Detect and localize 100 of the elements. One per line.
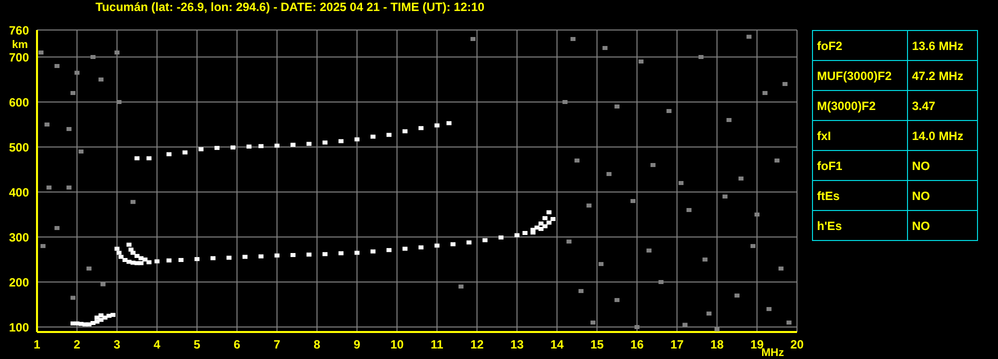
point [166, 152, 172, 156]
point [194, 257, 200, 262]
point [370, 249, 376, 254]
x-tick-label: 17 [670, 338, 684, 352]
point [602, 46, 608, 50]
point [70, 91, 76, 96]
x-tick-label: 7 [274, 338, 281, 352]
x-tick-label: 5 [194, 338, 201, 352]
point [130, 200, 136, 204]
text: MUF(3000)F2 [812, 60, 908, 90]
point [578, 289, 584, 294]
point [210, 256, 216, 260]
y-tick-label: 760 [8, 23, 30, 38]
point [370, 134, 376, 139]
point [246, 144, 252, 149]
point [542, 224, 548, 228]
point [166, 258, 172, 262]
point [90, 55, 96, 60]
point [482, 238, 488, 242]
point [606, 172, 612, 176]
point [354, 137, 360, 142]
point [78, 150, 84, 154]
point [44, 122, 50, 127]
text: NO [908, 210, 978, 240]
point [638, 60, 644, 64]
point [38, 50, 44, 55]
point [514, 233, 520, 238]
y-tick-label: 400 [8, 185, 30, 200]
point [40, 244, 46, 248]
point [542, 216, 548, 220]
x-tick-label: 6 [234, 338, 241, 352]
point [290, 142, 296, 147]
point [386, 132, 392, 137]
point [114, 246, 120, 251]
point [66, 186, 72, 190]
point [762, 91, 768, 96]
x-tick-label: 14 [550, 338, 564, 352]
x-tick-label: 4 [154, 338, 161, 352]
point [128, 248, 134, 252]
point [522, 230, 528, 235]
point [550, 217, 556, 222]
point [646, 248, 652, 253]
point [118, 254, 124, 259]
point [706, 312, 712, 316]
point [686, 208, 692, 212]
x-tick-label: 16 [630, 338, 644, 352]
y-tick-label: 300 [8, 230, 30, 244]
point [322, 252, 328, 256]
point [658, 280, 664, 284]
point [402, 129, 408, 134]
point [782, 82, 788, 86]
x-tick-label: 13 [510, 338, 524, 352]
point [198, 147, 204, 152]
x-tick-label: 3 [114, 338, 121, 352]
text: NO [908, 180, 978, 210]
point [54, 226, 60, 230]
point [714, 327, 720, 332]
point [46, 186, 52, 190]
point [274, 253, 280, 258]
point [116, 250, 122, 255]
y-tick-label: 200 [8, 275, 30, 290]
x-tick-label: 15 [590, 338, 604, 352]
point [678, 181, 684, 186]
point [418, 245, 424, 250]
point [722, 194, 728, 199]
point [726, 118, 732, 122]
point [682, 322, 688, 327]
point [138, 261, 144, 266]
point [778, 266, 784, 271]
point [750, 244, 756, 248]
point [274, 144, 280, 148]
text: M(3000)F2 [812, 90, 908, 120]
x-tick-label: 18 [710, 338, 724, 352]
point [258, 144, 264, 148]
point [386, 248, 392, 252]
point [630, 199, 636, 204]
text: 13.6 MHz [908, 30, 978, 60]
point [434, 123, 440, 128]
point [734, 294, 740, 298]
point [766, 307, 772, 312]
chart-title: Tucumán (lat: -26.9, lon: 294.6) - DATE: 2025 04 21 - TIME (UT): 12:10 [94, 0, 486, 14]
y-axis-title: km [12, 39, 28, 51]
point [66, 127, 72, 132]
point [434, 244, 440, 248]
y-tick-label: 500 [8, 140, 30, 154]
point [110, 312, 116, 317]
point [130, 250, 136, 255]
point [458, 284, 464, 289]
point [418, 126, 424, 130]
point [590, 320, 596, 325]
point [598, 262, 604, 266]
text: 14.0 MHz [908, 120, 978, 150]
point [746, 34, 752, 39]
text: ftEs [812, 180, 908, 210]
point [134, 254, 140, 258]
point [146, 260, 152, 264]
x-tick-label: 20 [790, 338, 804, 352]
text: h'Es [812, 210, 908, 240]
point [546, 220, 552, 225]
text: foF1 [812, 150, 908, 180]
